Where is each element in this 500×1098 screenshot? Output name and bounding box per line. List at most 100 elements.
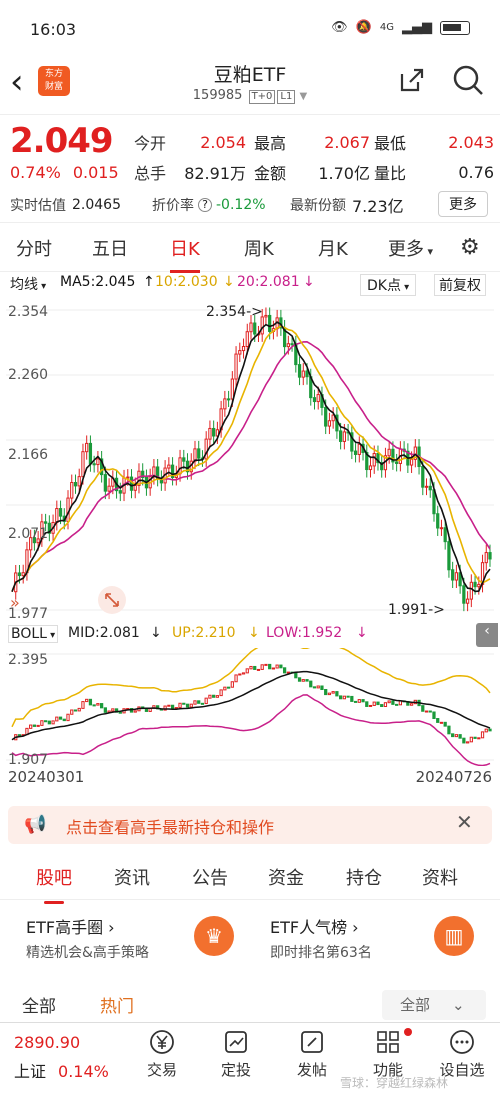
boll-candle bbox=[342, 695, 346, 700]
post-button[interactable]: 发帖 bbox=[282, 1029, 342, 1080]
boll-candle bbox=[324, 689, 328, 696]
tab-intraday[interactable]: 分时 bbox=[16, 239, 52, 260]
candle bbox=[43, 521, 48, 524]
y-tick-5: 1.977 bbox=[8, 606, 48, 622]
index-widget[interactable]: 2890.90 上证 0.14% bbox=[14, 1033, 109, 1082]
tab-monthly-k[interactable]: 月K bbox=[318, 239, 348, 260]
filter-select[interactable]: 全部 ⌄ bbox=[382, 990, 486, 1020]
invest-plan-label: 定投 bbox=[220, 1061, 251, 1079]
dk-point-button[interactable]: DK点 ▾ bbox=[360, 274, 417, 296]
boll-candle bbox=[29, 724, 33, 729]
kline-chart[interactable]: 2.354 2.260 2.166 2.071 1.977 2.354-> 1.… bbox=[6, 298, 494, 623]
tab-profile[interactable]: 资料 bbox=[422, 868, 458, 889]
double-chevron-icon[interactable]: » bbox=[10, 593, 20, 612]
more-button[interactable]: 更多 bbox=[438, 191, 488, 217]
trade-button[interactable]: 交易 bbox=[132, 1029, 192, 1080]
candle bbox=[372, 453, 376, 467]
boll-candle bbox=[245, 668, 249, 674]
boll-candle bbox=[383, 702, 388, 707]
help-icon[interactable]: ? bbox=[198, 198, 212, 212]
boll-candle bbox=[462, 737, 466, 744]
boll-candle bbox=[428, 710, 432, 713]
tab-five-day[interactable]: 五日 bbox=[92, 239, 128, 260]
search-icon[interactable] bbox=[452, 64, 484, 96]
candle bbox=[253, 322, 257, 335]
candle bbox=[451, 569, 455, 581]
promo-banner[interactable]: 📢 点击查看高手最新持仓和操作 ✕ bbox=[8, 806, 492, 844]
boll-candle bbox=[286, 671, 290, 674]
chart-icon bbox=[225, 1031, 247, 1053]
candles bbox=[14, 307, 492, 612]
etf-ranking-card[interactable]: ETF人气榜 › 即时排名第63名 ▥ bbox=[254, 904, 494, 970]
tab-fund-flow[interactable]: 资金 bbox=[268, 868, 304, 889]
close-icon[interactable]: ✕ bbox=[456, 810, 473, 834]
etf-expert-card[interactable]: ETF高手圈 › 精选机会&高手策略 ♛ bbox=[10, 904, 250, 970]
boll-candle bbox=[365, 701, 369, 707]
boll-candle bbox=[350, 695, 354, 702]
boll-low-arrow-icon: ↓ bbox=[356, 625, 368, 641]
megaphone-icon: 📢 bbox=[24, 814, 47, 835]
invest-plan-button[interactable]: 定投 bbox=[206, 1029, 266, 1080]
boll-candle bbox=[432, 711, 436, 720]
boll-candle bbox=[238, 673, 242, 676]
tab-holdings[interactable]: 持仓 bbox=[346, 868, 382, 889]
dropdown-icon[interactable]: ▼ bbox=[299, 91, 308, 102]
trade-label: 交易 bbox=[146, 1061, 177, 1079]
boll-candle bbox=[309, 680, 313, 688]
tab-news[interactable]: 资讯 bbox=[114, 868, 150, 889]
candle bbox=[462, 585, 466, 604]
boll-candle bbox=[182, 702, 186, 705]
tab-forum[interactable]: 股吧 bbox=[36, 864, 72, 904]
candle bbox=[17, 572, 22, 577]
candle bbox=[107, 485, 111, 492]
tab-announcements[interactable]: 公告 bbox=[192, 868, 228, 889]
candle bbox=[223, 398, 227, 410]
ma5-arrow-icon: ↑ bbox=[143, 274, 155, 290]
candle bbox=[380, 462, 384, 471]
candle bbox=[447, 541, 451, 571]
candle bbox=[249, 322, 253, 333]
high-value: 2.067 bbox=[324, 132, 370, 152]
clock: 16:03 bbox=[30, 20, 77, 39]
candle bbox=[96, 458, 100, 466]
tab-more[interactable]: 更多 ▾ bbox=[388, 235, 433, 261]
open-label: 今开 bbox=[134, 134, 167, 153]
boll-chart[interactable]: 2.395 1.907 bbox=[6, 648, 494, 766]
boll-candle bbox=[268, 663, 272, 670]
amount-value: 1.70亿 bbox=[318, 164, 370, 183]
filter-all[interactable]: 全部 bbox=[22, 997, 56, 1017]
boll-mid: MID:2.081 bbox=[68, 625, 140, 641]
functions-button[interactable]: 功能 bbox=[358, 1029, 418, 1080]
boll-candle bbox=[353, 700, 358, 703]
boll-candle bbox=[43, 720, 48, 723]
volume-value: 82.91万 bbox=[184, 164, 246, 183]
adjust-button[interactable]: 前复权 bbox=[434, 274, 486, 296]
boll-candle bbox=[279, 664, 283, 669]
collapse-icon[interactable]: ‹ bbox=[476, 623, 498, 647]
gear-icon[interactable]: ⚙ bbox=[460, 235, 480, 260]
banner-text: 点击查看高手最新持仓和操作 bbox=[66, 818, 275, 837]
share-icon[interactable] bbox=[398, 66, 426, 94]
boll-tick-top: 2.395 bbox=[8, 652, 48, 668]
candle bbox=[424, 485, 429, 488]
candle bbox=[66, 497, 70, 522]
add-watchlist-button[interactable]: 设自选 bbox=[432, 1029, 492, 1080]
price-change: 0.74% 0.015 bbox=[10, 163, 131, 182]
boll-candle bbox=[253, 665, 257, 670]
boll-candle bbox=[167, 704, 171, 707]
boll-candle bbox=[185, 703, 190, 708]
boll-candle bbox=[282, 667, 287, 674]
tab-daily-k[interactable]: 日K bbox=[170, 235, 200, 273]
filter-hot[interactable]: 热门 bbox=[100, 997, 134, 1017]
boll-candle bbox=[55, 716, 59, 722]
ma-selector[interactable]: 均线 ▾ bbox=[10, 274, 46, 294]
expand-icon[interactable] bbox=[98, 586, 126, 614]
security-code[interactable]: 159985 T+0 L1 ▼ bbox=[0, 88, 500, 104]
tab-weekly-k[interactable]: 周K bbox=[244, 239, 274, 260]
boll-candle bbox=[170, 704, 175, 710]
candle bbox=[368, 465, 373, 471]
boll-selector[interactable]: BOLL ▾ bbox=[8, 625, 59, 643]
post-label: 发帖 bbox=[296, 1061, 327, 1079]
current-price: 2.049 bbox=[10, 121, 114, 161]
back-icon[interactable]: ‹ bbox=[10, 62, 24, 102]
